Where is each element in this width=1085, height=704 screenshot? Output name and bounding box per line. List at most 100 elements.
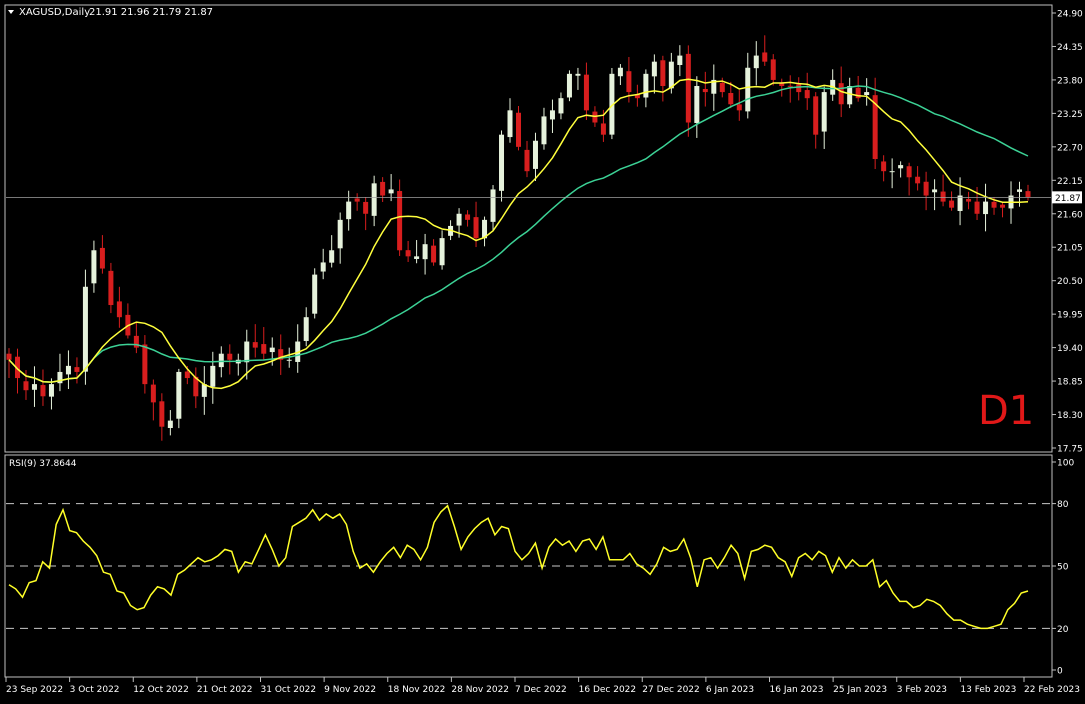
bull-candle <box>303 317 309 341</box>
price-tick-label: 18.85 <box>1057 378 1083 388</box>
bull-candle <box>889 171 895 173</box>
bull-candle <box>269 347 275 353</box>
bear-candle <box>787 85 793 87</box>
bull-candle <box>244 341 250 363</box>
price-tick-label: 19.40 <box>1057 344 1083 354</box>
price-tick-label: 17.75 <box>1057 445 1083 455</box>
bull-candle <box>745 67 751 112</box>
bear-candle <box>14 356 20 379</box>
bear-candle <box>702 89 708 93</box>
bull-candle <box>847 86 853 105</box>
bear-candle <box>1025 191 1031 198</box>
bull-candle <box>711 79 717 94</box>
bull-candle <box>490 189 496 222</box>
time-tick-label: 3 Oct 2022 <box>70 685 120 695</box>
bear-candle <box>949 200 955 208</box>
bear-candle <box>626 71 632 93</box>
time-tick-label: 22 Feb 2023 <box>1024 685 1080 695</box>
bear-candle <box>1000 204 1006 208</box>
bull-candle <box>422 244 428 260</box>
bear-candle <box>431 245 437 263</box>
time-tick-label: 25 Jan 2023 <box>833 685 887 695</box>
price-tick-label: 24.90 <box>1057 10 1083 20</box>
bear-candle <box>252 342 258 348</box>
bear-candle <box>6 353 12 360</box>
bear-candle <box>133 335 139 348</box>
bear-candle <box>923 181 929 196</box>
bear-candle <box>736 104 742 111</box>
bull-candle <box>864 92 870 96</box>
bull-candle <box>218 353 224 368</box>
bear-candle <box>779 82 785 87</box>
bear-candle <box>142 344 148 385</box>
bull-candle <box>57 371 63 384</box>
bear-candle <box>838 83 844 105</box>
bull-candle <box>499 134 505 191</box>
time-tick-label: 3 Feb 2023 <box>897 685 947 695</box>
chart-menu-triangle-icon[interactable] <box>8 10 14 14</box>
bull-candle <box>337 219 343 249</box>
price-tick-label: 19.95 <box>1057 311 1083 321</box>
bear-candle <box>915 176 921 184</box>
bull-candle <box>65 365 71 375</box>
time-tick-label: 21 Oct 2022 <box>197 685 253 695</box>
bull-candle <box>753 55 759 69</box>
price-tick-label: 21.60 <box>1057 210 1083 220</box>
price-tick-label: 18.30 <box>1057 411 1083 421</box>
rsi-label: RSI(9) 37.8644 <box>9 459 77 469</box>
time-tick-label: 12 Oct 2022 <box>133 685 189 695</box>
bull-candle <box>694 86 700 124</box>
bull-candle <box>541 116 547 145</box>
bear-candle <box>261 344 267 354</box>
bear-candle <box>634 94 640 99</box>
bull-candle <box>507 110 513 138</box>
price-tick-label: 21.05 <box>1057 244 1083 254</box>
moving-averages-layer <box>8 78 1029 390</box>
bear-candle <box>762 52 768 62</box>
bear-candle <box>405 250 411 257</box>
bear-candle <box>991 201 997 208</box>
price-tick-label: 22.70 <box>1057 143 1083 153</box>
bear-candle <box>380 181 386 196</box>
bear-candle <box>227 353 233 360</box>
rsi-tick-label: 0 <box>1057 667 1063 677</box>
bear-candle <box>796 84 802 93</box>
bear-candle <box>906 166 912 178</box>
bear-candle <box>23 381 29 391</box>
bull-candle <box>1017 189 1023 192</box>
bull-candle <box>167 420 173 429</box>
bear-candle <box>583 74 589 111</box>
bull-candle <box>456 213 462 226</box>
candles-layer <box>6 35 1031 441</box>
time-axis: 23 Sep 2022 3 Oct 2022 12 Oct 2022 21 Oct 2… <box>5 677 1080 695</box>
time-tick-label: 16 Jan 2023 <box>770 685 824 695</box>
bear-candle <box>99 247 105 269</box>
rsi-tick-label: 100 <box>1057 459 1074 469</box>
bear-candle <box>966 198 972 202</box>
ohlc-label: 21.91 21.96 21.79 21.87 <box>89 7 213 18</box>
bull-candle <box>532 140 538 169</box>
bear-candle <box>159 401 165 427</box>
price-tick-label: 23.25 <box>1057 110 1083 120</box>
bear-candle <box>150 384 156 403</box>
rsi-line <box>8 504 1029 630</box>
bear-candle <box>40 385 46 397</box>
time-tick-label: 16 Dec 2022 <box>579 685 637 695</box>
bull-candle <box>566 73 572 98</box>
bear-candle <box>770 59 776 80</box>
time-tick-label: 9 Nov 2022 <box>324 685 376 695</box>
time-tick-label: 18 Nov 2022 <box>388 685 446 695</box>
price-tick-label: 22.15 <box>1057 177 1083 187</box>
bull-candle <box>575 73 581 76</box>
rsi-tick-label: 20 <box>1057 625 1069 635</box>
bull-candle <box>329 250 335 263</box>
bear-candle <box>465 214 471 220</box>
bull-candle <box>82 286 88 372</box>
bull-candle <box>320 262 326 272</box>
bull-candle <box>617 67 623 77</box>
timeframe-label: D1 <box>978 388 1034 434</box>
bull-candle <box>414 256 420 259</box>
current-price-label: 21.87 <box>1055 194 1081 204</box>
